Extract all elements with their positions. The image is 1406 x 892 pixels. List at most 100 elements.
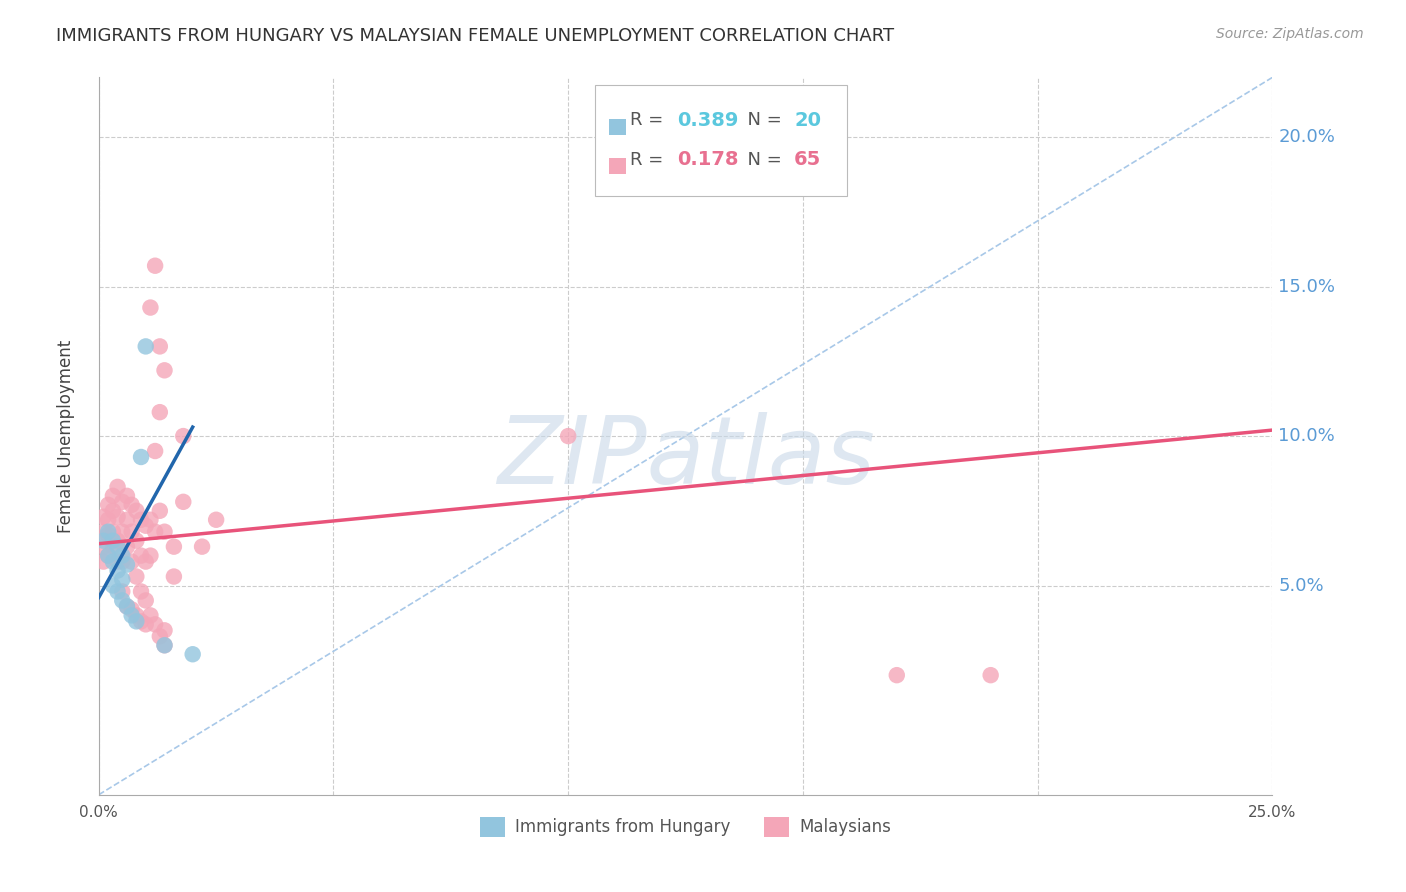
- Point: [205, 513, 228, 527]
- Point: [111, 549, 134, 563]
- Text: 20.0%: 20.0%: [1278, 128, 1336, 146]
- Point: [111, 593, 134, 607]
- Point: [107, 480, 129, 494]
- Point: [111, 555, 134, 569]
- Point: [181, 647, 204, 661]
- Point: [135, 593, 157, 607]
- Point: [149, 339, 172, 353]
- Point: [101, 524, 124, 539]
- Point: [129, 615, 152, 629]
- Text: Source: ZipAtlas.com: Source: ZipAtlas.com: [1216, 27, 1364, 41]
- Text: N =: N =: [735, 112, 787, 129]
- Point: [135, 617, 157, 632]
- Point: [101, 540, 124, 554]
- Point: [101, 578, 124, 592]
- Point: [121, 498, 143, 512]
- Point: [121, 524, 143, 539]
- Point: [557, 429, 579, 443]
- Point: [111, 584, 134, 599]
- Point: [111, 495, 134, 509]
- Point: [135, 555, 157, 569]
- Point: [97, 498, 120, 512]
- Point: [97, 513, 120, 527]
- Point: [115, 513, 138, 527]
- Point: [115, 540, 138, 554]
- Point: [129, 584, 152, 599]
- Point: [121, 555, 143, 569]
- Point: [115, 599, 138, 614]
- Point: [97, 549, 120, 563]
- Point: [107, 564, 129, 578]
- Point: [149, 405, 172, 419]
- Point: [107, 540, 129, 554]
- Text: 20: 20: [794, 111, 821, 130]
- Point: [93, 509, 115, 524]
- Point: [172, 429, 194, 443]
- Point: [115, 599, 138, 614]
- Point: [143, 617, 166, 632]
- Text: 65: 65: [794, 151, 821, 169]
- Y-axis label: Female Unemployment: Female Unemployment: [58, 340, 75, 533]
- Point: [93, 533, 115, 548]
- Text: 5.0%: 5.0%: [1278, 576, 1324, 594]
- Point: [101, 489, 124, 503]
- Point: [153, 524, 176, 539]
- Point: [172, 495, 194, 509]
- Point: [135, 518, 157, 533]
- Point: [125, 608, 148, 623]
- Point: [101, 504, 124, 518]
- Point: [886, 668, 908, 682]
- Point: [111, 524, 134, 539]
- Point: [153, 624, 176, 638]
- Text: N =: N =: [735, 151, 787, 169]
- Point: [93, 555, 115, 569]
- Text: R =: R =: [630, 112, 669, 129]
- Text: IMMIGRANTS FROM HUNGARY VS MALAYSIAN FEMALE UNEMPLOYMENT CORRELATION CHART: IMMIGRANTS FROM HUNGARY VS MALAYSIAN FEM…: [56, 27, 894, 45]
- Point: [97, 549, 120, 563]
- Point: [139, 549, 162, 563]
- Text: 15.0%: 15.0%: [1278, 277, 1336, 295]
- Point: [139, 513, 162, 527]
- Point: [143, 444, 166, 458]
- Legend: Immigrants from Hungary, Malaysians: Immigrants from Hungary, Malaysians: [474, 810, 897, 844]
- Point: [153, 638, 176, 652]
- Point: [139, 608, 162, 623]
- Point: [115, 489, 138, 503]
- Point: [107, 509, 129, 524]
- Point: [93, 540, 115, 554]
- Bar: [609, 159, 626, 174]
- Point: [121, 608, 143, 623]
- FancyBboxPatch shape: [595, 85, 848, 195]
- Point: [143, 524, 166, 539]
- Point: [980, 668, 1002, 682]
- Point: [101, 555, 124, 569]
- Point: [163, 540, 186, 554]
- Point: [107, 584, 129, 599]
- Point: [93, 524, 115, 539]
- Point: [97, 527, 120, 541]
- Point: [153, 638, 176, 652]
- Point: [97, 524, 120, 539]
- Point: [129, 450, 152, 464]
- Point: [149, 629, 172, 643]
- Point: [115, 558, 138, 572]
- Point: [191, 540, 214, 554]
- Point: [139, 301, 162, 315]
- Text: 10.0%: 10.0%: [1278, 427, 1334, 445]
- Point: [129, 513, 152, 527]
- Text: R =: R =: [630, 151, 669, 169]
- Text: 0.389: 0.389: [676, 111, 738, 130]
- Point: [125, 615, 148, 629]
- Point: [125, 504, 148, 518]
- Point: [149, 504, 172, 518]
- Point: [107, 533, 129, 548]
- Point: [125, 569, 148, 583]
- Point: [125, 533, 148, 548]
- Bar: [609, 119, 626, 135]
- Point: [121, 602, 143, 616]
- Point: [101, 533, 124, 548]
- Point: [143, 259, 166, 273]
- Point: [153, 363, 176, 377]
- Text: 0.178: 0.178: [676, 151, 738, 169]
- Point: [111, 573, 134, 587]
